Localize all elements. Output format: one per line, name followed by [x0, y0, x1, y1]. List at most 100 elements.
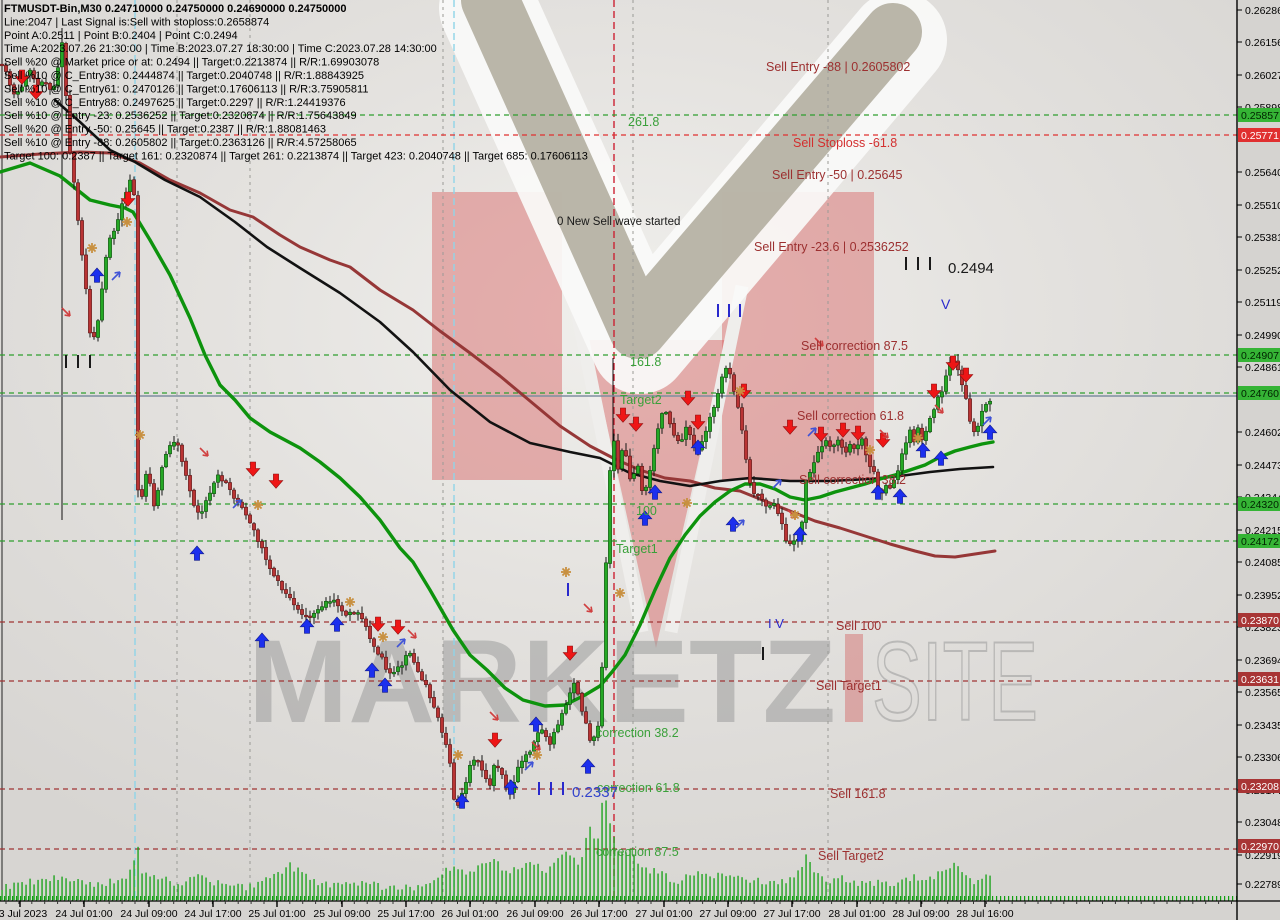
sell-signal-arrow-icon — [850, 425, 866, 441]
annotation-label: Sell Target1 — [816, 679, 882, 693]
buy-signal-arrow-icon — [792, 526, 808, 542]
sell-signal-arrow-icon — [120, 191, 136, 207]
sell-signal-arrow-icon — [628, 416, 644, 432]
signal-info-line: Line:2047 | Last Signal is:Sell with sto… — [4, 16, 269, 28]
annotation-label: 0 New Sell wave started — [557, 216, 680, 228]
signal-info-line: Sell %10 @ Entry -23: 0.2536252 || Targe… — [4, 110, 357, 122]
price-tick-label: 0.24602 — [1245, 427, 1280, 439]
time-tick-label: 28 Jul 01:00 — [828, 908, 885, 920]
price-level-badge: 0.24760 — [1241, 388, 1279, 400]
sell-signal-arrow-icon — [926, 383, 942, 399]
buy-signal-arrow-icon — [915, 442, 931, 458]
time-tick-label: 26 Jul 09:00 — [506, 908, 563, 920]
price-level-badge: 0.25771 — [1241, 130, 1279, 142]
signal-info-line: Sell %10 @ Entry -88: 0.2605802 || Targe… — [4, 137, 357, 149]
price-level-badge: 0.24320 — [1241, 499, 1279, 511]
annotation-label: I V — [768, 616, 784, 631]
price-level-badge: 0.23631 — [1241, 674, 1279, 686]
candlesticks — [0, 39, 992, 809]
buy-signal-arrow-icon — [254, 632, 270, 648]
buy-signal-arrow-icon — [637, 510, 653, 526]
time-tick-label: 25 Jul 09:00 — [313, 908, 370, 920]
annotation-label: Sell Target2 — [818, 849, 884, 863]
buy-signal-arrow-icon — [364, 662, 380, 678]
sell-signal-arrow-icon — [487, 732, 503, 748]
price-level-badge: 0.24907 — [1241, 350, 1279, 362]
annotation-label: Sell 100 — [836, 619, 881, 633]
sell-signal-arrow-icon — [390, 619, 406, 635]
sell-signal-arrow-icon — [245, 461, 261, 477]
buy-signal-arrow-icon — [580, 758, 596, 774]
annotation-label: Sell Entry -88 | 0.2605802 — [766, 60, 910, 74]
signal-markers — [14, 69, 998, 809]
buy-signal-arrow-icon — [647, 484, 663, 500]
signal-info-line: Point A:0.2511 | Point B:0.2404 | Point … — [4, 30, 238, 42]
price-tick-label: 0.23435 — [1245, 720, 1280, 732]
price-level-badge: 0.23208 — [1241, 781, 1279, 793]
sell-signal-arrow-icon — [370, 616, 386, 632]
price-tick-label: 0.23048 — [1245, 817, 1280, 829]
time-tick-label: 27 Jul 01:00 — [635, 908, 692, 920]
time-tick-label: 24 Jul 09:00 — [120, 908, 177, 920]
price-tick-label: 0.24215 — [1245, 525, 1280, 537]
annotation-label: 0.2337 — [572, 784, 618, 801]
buy-signal-arrow-icon — [725, 516, 741, 532]
price-tick-label: 0.22789 — [1245, 879, 1280, 891]
sell-signal-arrow-icon — [690, 414, 706, 430]
time-tick-label: 28 Jul 16:00 — [956, 908, 1013, 920]
buy-signal-arrow-icon — [299, 618, 315, 634]
buy-signal-arrow-icon — [503, 779, 519, 795]
sell-signal-arrow-icon — [945, 355, 961, 371]
price-tick-label: 0.24990 — [1245, 330, 1280, 342]
buy-signal-arrow-icon — [454, 793, 470, 809]
signal-info-line: Sell %20 @ Market price or at: 0.2494 ||… — [4, 57, 379, 69]
price-tick-label: 0.26156 — [1245, 37, 1280, 49]
sell-signal-arrow-icon — [958, 367, 974, 383]
buy-signal-arrow-icon — [329, 616, 345, 632]
annotation-label: Sell 161.8 — [830, 787, 886, 801]
time-axis[interactable]: 23 Jul 2023 24 Jul 01:00 24 Jul 09:00 24 Ju… — [0, 900, 1280, 920]
price-tick-label: 0.26286 — [1245, 5, 1280, 17]
price-level-badge: 0.22970 — [1241, 841, 1279, 853]
sell-signal-arrow-icon — [782, 419, 798, 435]
time-tick-label: 26 Jul 01:00 — [441, 908, 498, 920]
price-tick-label: 0.24085 — [1245, 557, 1280, 569]
annotation-label: 100 — [636, 504, 657, 518]
symbol-ohlc-readout: FTMUSDT-Bin,M30 0.24710000 0.24750000 0.… — [4, 3, 346, 15]
annotation-label: Sell correction 61.8 — [797, 409, 904, 423]
sell-signal-arrow-icon — [268, 473, 284, 489]
price-tick-label: 0.23952 — [1245, 590, 1280, 602]
annotation-label: Target1 — [616, 542, 658, 556]
sell-signal-arrow-icon — [14, 69, 30, 85]
volume-histogram — [0, 800, 1238, 901]
price-tick-label: 0.23306 — [1245, 752, 1280, 764]
buy-signal-arrow-icon — [933, 450, 949, 466]
signal-info-line: Sell %10 @ C_Entry38: 0.2444874 || Targe… — [4, 70, 364, 82]
annotation-label: Sell Entry -50 | 0.25645 — [772, 168, 902, 182]
price-tick-label: 0.25381 — [1245, 232, 1280, 244]
signal-info-line: Sell %20 @ Entry -50: 0.25645 || Target:… — [4, 124, 326, 136]
time-tick-label: 23 Jul 2023 — [0, 908, 47, 920]
price-tick-label: 0.25510 — [1245, 200, 1280, 212]
logo-chevron — [461, 0, 922, 359]
buy-signal-arrow-icon — [870, 484, 886, 500]
time-tick-label: 25 Jul 17:00 — [377, 908, 434, 920]
buy-signal-arrow-icon — [982, 424, 998, 440]
price-tick-label: 0.25640 — [1245, 167, 1280, 179]
moving-averages — [0, 98, 997, 708]
annotation-label: 261.8 — [628, 115, 659, 129]
annotation-label: 161.8 — [630, 355, 661, 369]
price-tick-label: 0.23565 — [1245, 687, 1280, 699]
annotation-label: Target2 — [620, 393, 662, 407]
annotation-label: 0.2494 — [948, 260, 994, 277]
signal-info-line: Time A:2023.07.26 21:30:00 | Time B:2023… — [4, 43, 437, 55]
price-axis[interactable]: 0.262860.261560.260270.258980.256400.255… — [1236, 0, 1280, 920]
price-level-badge: 0.23870 — [1241, 615, 1279, 627]
sell-signal-arrow-icon — [562, 645, 578, 661]
info-panel: FTMUSDT-Bin,M30 0.24710000 0.24750000 0.… — [4, 3, 588, 162]
buy-signal-arrow-icon — [892, 488, 908, 504]
annotation-label: correction 87.5 — [596, 845, 679, 859]
sell-signal-arrow-icon — [813, 426, 829, 442]
